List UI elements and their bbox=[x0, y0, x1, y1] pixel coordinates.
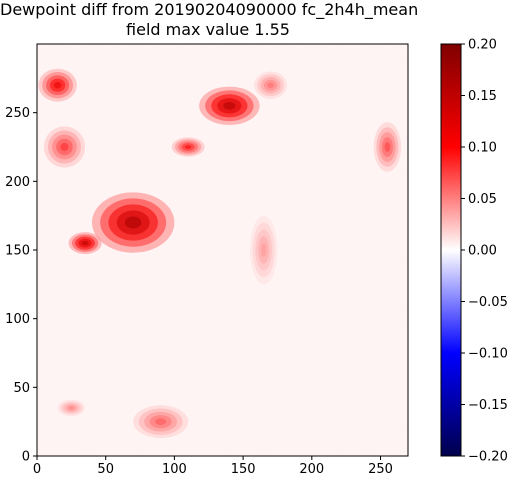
y-tick-label: 50 bbox=[13, 381, 30, 396]
colorbar-tick-label: 0.15 bbox=[468, 89, 497, 104]
heatmap-hotspot-9 bbox=[57, 399, 86, 417]
colorbar-tick-label: −0.05 bbox=[468, 295, 508, 310]
colorbar-tick-label: 0.20 bbox=[468, 38, 497, 53]
x-tick-label: 100 bbox=[162, 462, 187, 477]
axes: 0 50 100 150 200 250 0 50 100 150 200 250 bbox=[5, 43, 409, 477]
y-tick-label: 100 bbox=[5, 312, 30, 327]
heatmap-hotspot-10 bbox=[249, 215, 278, 285]
x-tick-label: 150 bbox=[231, 462, 256, 477]
colorbar-gradient bbox=[440, 43, 462, 457]
chart-title-line-2: field max value 1.55 bbox=[126, 20, 290, 39]
heatmap-hotspot-4 bbox=[171, 137, 205, 157]
heatmap-hotspot-3 bbox=[199, 86, 260, 126]
heatmap-hotspot-1 bbox=[91, 192, 175, 253]
x-tick-label: 250 bbox=[368, 462, 393, 477]
y-tick-label: 150 bbox=[5, 244, 30, 259]
y-tick-label: 250 bbox=[5, 106, 30, 121]
y-tick-label: 200 bbox=[5, 175, 30, 190]
colorbar-tick-label: −0.10 bbox=[468, 347, 508, 362]
heatmap-hotspot-2 bbox=[68, 232, 102, 255]
colorbar-tick-label: 0.00 bbox=[468, 244, 497, 259]
colorbar: 0.20 0.15 0.10 0.05 0.00 −0.05 −0.10 −0.15 −0.20 bbox=[440, 38, 508, 465]
heatmap-plot-area bbox=[37, 44, 408, 456]
y-tick-label: 0 bbox=[22, 450, 30, 465]
heatmap-hotspot-5 bbox=[38, 68, 77, 102]
heatmap-hotspot-8 bbox=[133, 405, 189, 439]
colorbar-tick-label: 0.10 bbox=[468, 141, 497, 156]
colorbar-tick-label: 0.05 bbox=[468, 192, 497, 207]
colorbar-tick-label: −0.20 bbox=[468, 450, 508, 465]
heatmap-hotspot-6 bbox=[43, 126, 86, 168]
chart-title-line-1: Dewpoint diff from 20190204090000 fc_2h4… bbox=[0, 0, 419, 19]
heatmap-hotspot-7 bbox=[373, 122, 402, 172]
x-tick-label: 0 bbox=[33, 462, 41, 477]
colorbar-tick-label: −0.15 bbox=[468, 398, 508, 413]
x-tick-label: 50 bbox=[97, 462, 114, 477]
heatmap-hotspot-11 bbox=[254, 71, 288, 99]
x-tick-label: 200 bbox=[299, 462, 324, 477]
